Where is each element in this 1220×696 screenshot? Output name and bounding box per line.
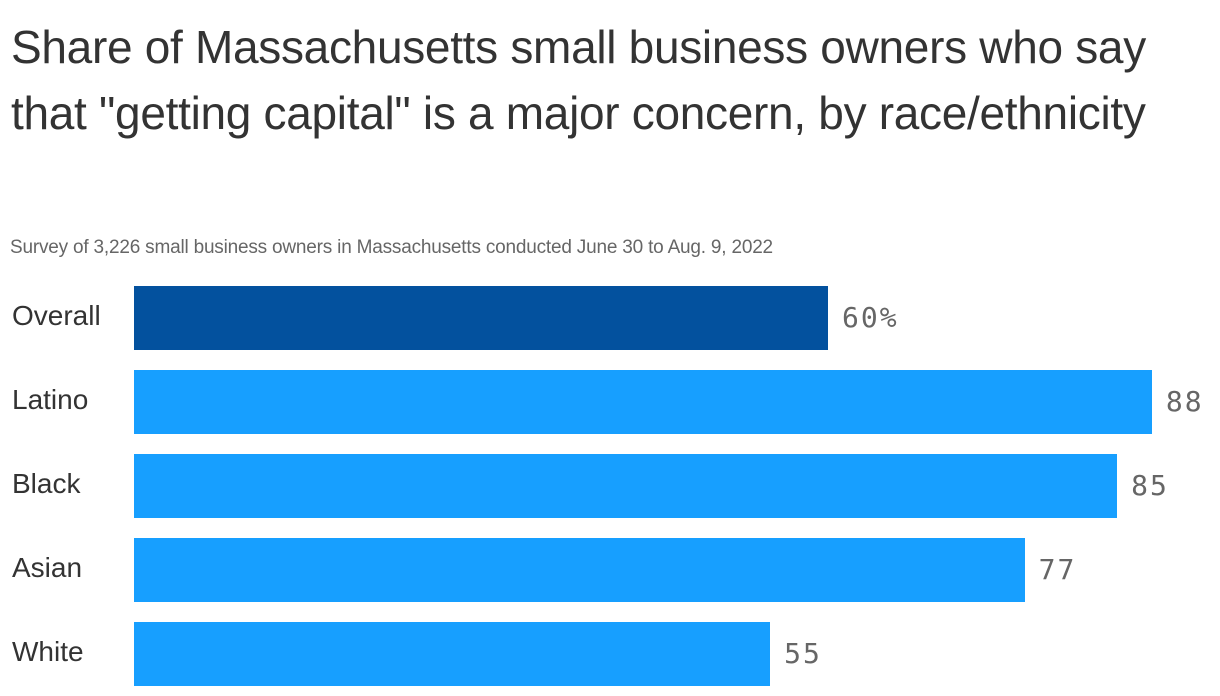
bar-chart: Overall 60% Latino 88 Black 85 Asian 77 … [0,286,1220,696]
value-label: 60% [842,301,899,334]
chart-title: Share of Massachusetts small business ow… [11,21,1146,139]
bar [134,538,1025,602]
chart-subtitle: Survey of 3,226 small business owners in… [10,237,773,258]
value-label: 85 [1131,469,1169,502]
bar-row-black: Black 85 [0,454,1220,518]
category-label: Black [12,468,81,499]
value-label: 77 [1038,553,1077,586]
bar-row-overall: Overall 60% [0,286,1220,350]
bar-row-latino: Latino 88 [0,370,1220,434]
category-label: White [12,636,84,667]
bar-row-asian: Asian 77 [0,538,1220,602]
value-label: 55 [784,637,822,670]
category-label: Asian [12,552,83,583]
value-label: 88 [1165,385,1204,418]
category-label: Latino [12,384,89,415]
category-label: Overall [12,300,101,331]
bar-row-white: White 55 [0,622,1220,686]
bar [134,286,828,350]
bar [134,370,1152,434]
bar [134,622,771,686]
bar [134,454,1118,518]
